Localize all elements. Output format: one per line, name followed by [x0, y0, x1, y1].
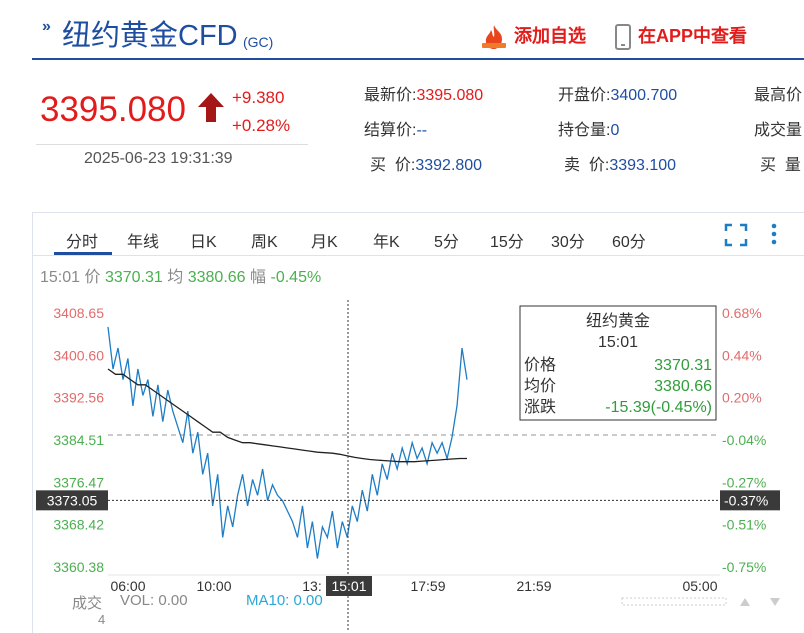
tooltip-time: 15:01: [598, 334, 638, 351]
average-line: [107, 368, 467, 463]
tooltip-row-value: 3380.66: [654, 378, 712, 395]
scroll-track: [621, 597, 727, 606]
price-change-percent: +0.28%: [232, 116, 291, 135]
tooltip-box: [519, 305, 717, 421]
quote-datetime: 2025-06-23 19:31:39: [84, 150, 233, 167]
field-settle: 结算价:--: [364, 122, 428, 139]
info-range: -0.45%: [270, 269, 322, 286]
info-price: 3370.31: [104, 269, 163, 286]
x-tick-label: 17:59: [410, 578, 445, 594]
crosshair-price-box: [36, 490, 108, 511]
ma10-value: MA10: 0.00: [246, 592, 323, 609]
crosshair-pct: -0.37%: [724, 492, 768, 508]
up-triangle-icon[interactable]: [740, 598, 750, 606]
info-avg-label: 均: [167, 269, 184, 286]
add-watchlist-button[interactable]: 添加自选: [480, 22, 586, 50]
view-in-app-button[interactable]: 在APP中查看: [614, 22, 747, 51]
tab-5min[interactable]: 5分: [434, 234, 459, 251]
pct-tick-label: -0.51%: [722, 517, 766, 533]
y-tick-label: 3376.47: [53, 474, 104, 490]
y-tick-label: 3408.65: [53, 305, 104, 321]
quote-divider: [36, 144, 308, 145]
crosshair-price: 3373.05: [47, 492, 98, 508]
tooltip-row-label: 均价: [524, 377, 556, 395]
y-tick-label: 3400.60: [53, 347, 104, 363]
x-tick-label: 06:00: [110, 578, 145, 594]
tab-year-line[interactable]: 年线: [127, 234, 160, 251]
x-tick-label: 10:00: [196, 578, 231, 594]
field-volume: 成交量: [754, 122, 803, 139]
tab-15min[interactable]: 15分: [490, 234, 524, 251]
volume-digit: 4: [98, 612, 106, 627]
period-tabs: 分时 年线 日K 周K 月K 年K 5分 15分 30分 60分: [32, 214, 804, 258]
y-tick-label: 3392.56: [53, 390, 104, 406]
x-tick-label: 21:59: [516, 578, 551, 594]
crosshair-time-box: [326, 576, 372, 596]
tooltip-row-label: 价格: [524, 356, 556, 374]
tab-yearly-k[interactable]: 年K: [373, 234, 400, 251]
crosshair-pct-box: [720, 490, 780, 511]
tab-30min[interactable]: 30分: [551, 234, 585, 251]
tooltip-row-value: 3370.31: [654, 357, 712, 374]
phone-icon: [615, 24, 631, 51]
tooltip-row-value: -15.39(-0.45%): [605, 399, 712, 416]
view-in-app-label: 在APP中查看: [638, 26, 748, 46]
pct-tick-label: -0.75%: [722, 559, 766, 575]
chevron-right-icon[interactable]: »: [42, 18, 51, 35]
page-header: » 纽约黄金CFD (GC) 添加自选 在APP中查看: [0, 0, 804, 60]
pct-tick-label: 0.44%: [722, 347, 762, 363]
crosshair-time: 15:01: [331, 578, 366, 594]
up-arrow-icon: [198, 93, 224, 122]
pct-tick-label: -0.27%: [722, 474, 766, 490]
down-triangle-icon[interactable]: [770, 598, 780, 606]
info-time: 15:01: [40, 269, 81, 286]
field-bid-volume: 买 量: [760, 157, 801, 174]
x-tick-label: 13:: [302, 578, 321, 594]
tab-60min[interactable]: 60分: [612, 234, 646, 251]
field-high: 最高价: [754, 87, 803, 104]
y-tick-label: 3384.51: [53, 432, 104, 448]
field-open: 开盘价:3400.700: [558, 87, 678, 104]
pct-tick-label: 0.20%: [722, 390, 762, 406]
tabs-divider: [32, 255, 804, 256]
active-tab-indicator: [54, 252, 112, 255]
info-bar: 15:01 价 3370.31 均 3380.66 幅 -0.45%: [40, 263, 321, 287]
instrument-code: (GC): [243, 34, 274, 50]
volume-label: 成交: [72, 595, 103, 612]
pct-tick-label: 0.68%: [722, 305, 762, 321]
fullscreen-icon[interactable]: [724, 223, 748, 247]
add-watchlist-label: 添加自选: [514, 26, 586, 46]
field-bid: 买 价:3392.800: [370, 157, 483, 174]
more-icon[interactable]: [770, 222, 778, 246]
tooltip-row-label: 涨跌: [524, 398, 556, 416]
pct-tick-label: -0.04%: [722, 432, 766, 448]
info-avg: 3380.66: [187, 269, 246, 286]
y-tick-label: 3360.38: [53, 559, 104, 575]
y-tick-label: 3368.42: [53, 517, 104, 533]
field-last: 最新价:3395.080: [364, 87, 484, 104]
flame-icon: [482, 25, 506, 50]
chart-panel: [32, 212, 804, 633]
tab-monthly-k[interactable]: 月K: [311, 234, 338, 251]
price-change: +9.380: [232, 88, 285, 107]
header-divider: [32, 58, 804, 60]
volume-value: VOL: 0.00: [120, 592, 188, 609]
price-line: [107, 326, 468, 559]
instrument-name: 纽约黄金CFD: [62, 20, 238, 52]
tab-weekly-k[interactable]: 周K: [251, 234, 278, 251]
x-tick-label: 05:00: [682, 578, 717, 594]
last-price: 3395.080: [40, 90, 186, 129]
field-open-interest: 持仓量:0: [558, 122, 620, 139]
info-range-label: 幅: [250, 269, 267, 286]
tab-intraday[interactable]: 分时: [66, 234, 99, 251]
info-price-label: 价: [84, 269, 101, 286]
tab-daily-k[interactable]: 日K: [190, 234, 217, 251]
field-ask: 卖 价:3393.100: [564, 157, 677, 174]
tooltip-title: 纽约黄金: [586, 312, 650, 330]
